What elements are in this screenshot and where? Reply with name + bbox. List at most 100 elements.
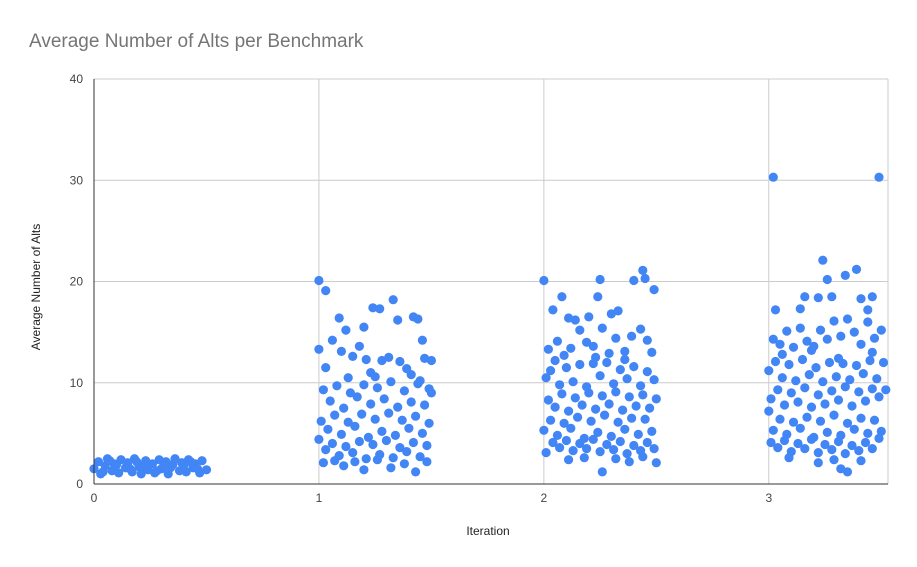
data-point xyxy=(314,275,324,286)
data-point xyxy=(795,423,805,433)
data-point xyxy=(631,401,641,411)
data-point xyxy=(779,435,790,446)
data-point xyxy=(638,452,648,462)
data-point xyxy=(388,453,398,463)
data-point xyxy=(406,370,416,380)
data-point xyxy=(611,333,621,343)
data-point xyxy=(406,397,416,407)
data-point xyxy=(330,456,340,466)
data-point xyxy=(586,416,596,426)
data-point xyxy=(811,363,821,373)
data-point xyxy=(361,454,371,464)
data-point xyxy=(395,443,405,453)
data-point xyxy=(615,365,625,375)
data-point xyxy=(393,315,403,325)
data-point xyxy=(352,392,362,402)
data-point xyxy=(573,412,583,422)
data-point xyxy=(647,347,657,357)
data-point xyxy=(591,404,601,414)
data-point xyxy=(339,461,349,471)
data-point xyxy=(379,394,389,404)
data-point xyxy=(640,273,650,284)
data-point xyxy=(815,416,826,426)
data-point xyxy=(413,314,423,324)
data-point xyxy=(775,339,785,349)
data-point xyxy=(869,415,880,425)
data-point xyxy=(566,423,576,433)
data-point xyxy=(770,305,781,315)
data-point xyxy=(863,428,873,438)
data-point xyxy=(399,459,409,469)
data-point xyxy=(386,463,396,473)
data-point xyxy=(197,456,207,466)
data-point xyxy=(426,355,436,366)
data-point xyxy=(384,352,394,362)
data-point xyxy=(602,357,612,368)
data-point xyxy=(422,440,432,451)
data-point xyxy=(343,417,353,427)
data-point xyxy=(555,380,565,390)
data-point xyxy=(847,440,857,451)
data-point xyxy=(321,286,331,296)
data-point xyxy=(768,334,778,344)
data-point xyxy=(622,449,632,459)
data-point xyxy=(847,401,857,411)
data-point xyxy=(845,375,855,385)
data-point xyxy=(813,390,823,400)
data-point xyxy=(833,436,844,447)
data-point xyxy=(622,374,632,384)
data-point xyxy=(417,428,427,438)
data-point xyxy=(802,412,812,422)
data-point xyxy=(876,325,886,335)
data-point xyxy=(543,344,554,354)
data-point xyxy=(609,445,619,455)
data-point xyxy=(831,372,841,382)
data-point xyxy=(624,392,634,402)
data-point xyxy=(615,436,625,447)
data-point xyxy=(136,469,146,479)
data-point xyxy=(417,335,427,345)
data-point xyxy=(595,371,605,381)
data-point xyxy=(606,431,616,441)
data-point xyxy=(800,444,810,454)
data-point xyxy=(336,429,346,439)
data-point xyxy=(350,457,360,467)
data-point xyxy=(636,381,646,391)
data-point xyxy=(548,437,558,448)
data-point xyxy=(773,443,783,453)
data-point xyxy=(863,305,873,315)
data-point xyxy=(424,418,434,428)
data-point xyxy=(649,285,659,295)
data-point xyxy=(397,415,407,425)
data-point xyxy=(393,402,403,412)
data-point xyxy=(147,459,158,469)
data-point xyxy=(579,453,589,463)
data-point xyxy=(557,292,567,302)
data-point xyxy=(800,292,810,302)
data-point xyxy=(604,348,614,358)
data-point xyxy=(651,458,661,468)
data-point xyxy=(550,402,560,412)
data-point xyxy=(350,421,360,431)
data-point xyxy=(638,265,648,275)
data-point xyxy=(788,342,799,352)
y-tick-label: 40 xyxy=(70,72,84,86)
data-point xyxy=(874,392,884,402)
data-point xyxy=(595,447,605,457)
data-point xyxy=(829,410,839,420)
data-point xyxy=(851,264,862,274)
data-point xyxy=(539,425,549,435)
data-point xyxy=(332,381,342,391)
data-point xyxy=(611,454,621,464)
y-tick-label: 30 xyxy=(70,173,84,187)
data-point xyxy=(377,426,387,436)
data-point xyxy=(359,380,369,390)
data-point xyxy=(860,437,871,448)
data-point xyxy=(422,457,432,467)
x-tick-label: 2 xyxy=(541,491,548,505)
data-point xyxy=(318,458,328,468)
data-point xyxy=(854,446,864,456)
data-point xyxy=(593,292,603,302)
data-point xyxy=(325,396,335,406)
data-point xyxy=(822,274,832,285)
